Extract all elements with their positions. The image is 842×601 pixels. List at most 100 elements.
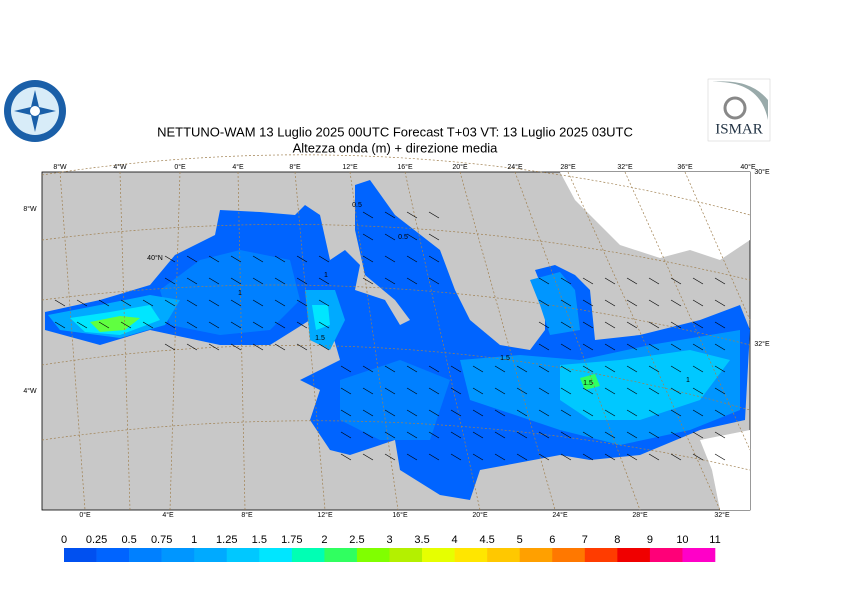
colorbar-swatch bbox=[584, 548, 618, 562]
right-label: 32°E bbox=[754, 340, 770, 348]
colorbar-label: 0.25 bbox=[86, 534, 107, 546]
direction-arrow bbox=[692, 387, 704, 395]
subtitle: Altezza onda (m) + direzione media bbox=[293, 140, 499, 155]
direction-arrow bbox=[406, 453, 418, 461]
top-label: 4°E bbox=[232, 163, 244, 171]
direction-arrow bbox=[428, 233, 440, 241]
direction-arrow bbox=[186, 343, 198, 351]
direction-arrow bbox=[384, 211, 396, 219]
direction-arrow bbox=[494, 365, 506, 373]
direction-arrow bbox=[472, 387, 484, 395]
direction-arrow bbox=[406, 387, 418, 395]
direction-arrow bbox=[472, 409, 484, 417]
colorbar-swatch bbox=[519, 548, 553, 562]
direction-arrow bbox=[626, 409, 638, 417]
direction-arrow bbox=[538, 431, 550, 439]
direction-arrow bbox=[252, 299, 264, 307]
direction-arrow bbox=[164, 343, 176, 351]
direction-arrow bbox=[582, 387, 594, 395]
colorbar-swatch bbox=[64, 548, 97, 562]
direction-arrow bbox=[538, 365, 550, 373]
direction-arrow bbox=[362, 255, 374, 263]
direction-arrow bbox=[362, 409, 374, 417]
direction-arrow bbox=[538, 321, 550, 329]
colorbar-label: 2.5 bbox=[349, 534, 364, 546]
direction-arrow bbox=[362, 387, 374, 395]
direction-arrow bbox=[692, 277, 704, 285]
bottom-label: 32°E bbox=[714, 511, 730, 519]
inner-label: 40°N bbox=[147, 254, 163, 262]
direction-arrow bbox=[626, 453, 638, 461]
direction-arrow bbox=[604, 343, 616, 351]
direction-arrow bbox=[186, 321, 198, 329]
direction-arrow bbox=[582, 453, 594, 461]
bottom-label: 20°E bbox=[472, 511, 488, 519]
direction-arrow bbox=[604, 277, 616, 285]
colorbar-label: 9 bbox=[647, 534, 653, 546]
direction-arrow bbox=[472, 365, 484, 373]
contour-label: 1.5 bbox=[500, 355, 510, 362]
direction-arrow bbox=[98, 299, 110, 307]
direction-arrow bbox=[384, 365, 396, 373]
direction-arrow bbox=[472, 431, 484, 439]
direction-arrow bbox=[582, 343, 594, 351]
direction-arrow bbox=[560, 409, 572, 417]
direction-arrow bbox=[406, 409, 418, 417]
direction-arrow bbox=[516, 365, 528, 373]
bottom-label: 8°E bbox=[241, 511, 253, 519]
direction-arrow bbox=[626, 343, 638, 351]
direction-arrow bbox=[450, 453, 462, 461]
direction-arrow bbox=[670, 387, 682, 395]
direction-arrow bbox=[428, 365, 440, 373]
direction-arrow bbox=[340, 387, 352, 395]
direction-arrow bbox=[296, 299, 308, 307]
direction-arrow bbox=[120, 299, 132, 307]
colorbar-label: 4 bbox=[452, 534, 458, 546]
direction-arrow bbox=[604, 453, 616, 461]
colorbar-swatch bbox=[129, 548, 162, 562]
direction-arrow bbox=[494, 387, 506, 395]
direction-arrow bbox=[516, 387, 528, 395]
direction-arrow bbox=[340, 409, 352, 417]
top-label: 12°E bbox=[342, 163, 358, 171]
direction-arrow bbox=[296, 255, 308, 263]
direction-arrow bbox=[626, 321, 638, 329]
logo-right: ISMAR bbox=[707, 78, 771, 142]
colorbar-label: 10 bbox=[676, 534, 688, 546]
direction-arrow bbox=[692, 321, 704, 329]
direction-arrow bbox=[428, 255, 440, 263]
direction-arrow bbox=[604, 387, 616, 395]
direction-arrow bbox=[582, 277, 594, 285]
direction-arrow bbox=[362, 431, 374, 439]
top-label: 8°E bbox=[289, 163, 301, 171]
direction-arrow bbox=[626, 299, 638, 307]
direction-arrow bbox=[164, 277, 176, 285]
colorbar-label: 0 bbox=[61, 534, 67, 546]
colorbar-swatch bbox=[682, 548, 716, 562]
bottom-label: 12°E bbox=[317, 511, 333, 519]
colorbar-swatch bbox=[194, 548, 228, 562]
direction-arrow bbox=[692, 343, 704, 351]
direction-arrow bbox=[384, 453, 396, 461]
logo-text: ISMAR bbox=[715, 121, 763, 137]
direction-arrow bbox=[318, 277, 330, 285]
direction-arrow bbox=[714, 365, 726, 373]
direction-arrow bbox=[142, 299, 154, 307]
direction-arrow bbox=[670, 453, 682, 461]
direction-arrow bbox=[648, 387, 660, 395]
direction-arrow bbox=[340, 453, 352, 461]
direction-arrow bbox=[538, 299, 550, 307]
direction-arrow bbox=[648, 277, 660, 285]
direction-arrow bbox=[604, 321, 616, 329]
direction-arrow bbox=[208, 277, 220, 285]
contour-label: 0.5 bbox=[398, 234, 408, 241]
direction-arrow bbox=[560, 453, 572, 461]
direction-arrow bbox=[648, 431, 660, 439]
direction-arrow bbox=[648, 321, 660, 329]
direction-arrow bbox=[560, 343, 572, 351]
direction-arrow bbox=[670, 321, 682, 329]
direction-arrow bbox=[340, 365, 352, 373]
top-label: 28°E bbox=[560, 163, 576, 171]
direction-arrow bbox=[450, 387, 462, 395]
colorbar-label: 0.5 bbox=[121, 534, 136, 546]
